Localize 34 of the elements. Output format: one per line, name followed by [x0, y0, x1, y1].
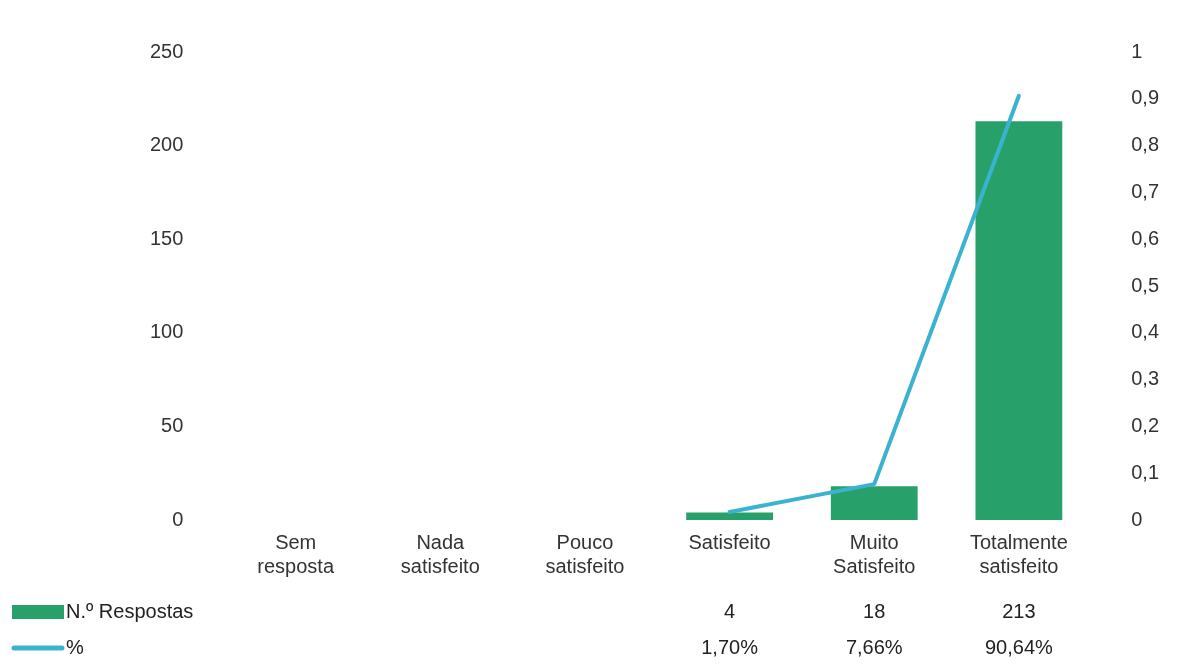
y2-tick-label: 0,5: [1131, 273, 1160, 296]
x-tick-label: Satisfeito: [688, 530, 771, 553]
y-tick-label: 250: [149, 39, 184, 62]
x-tick-label: Sem resposta: [257, 530, 335, 577]
y2-tick-label: 0,1: [1131, 460, 1160, 483]
y-tick-label: 50: [161, 413, 184, 436]
y-tick-label: 200: [149, 133, 184, 156]
y-tick-label: 100: [149, 320, 184, 343]
x-tick-label: Nada satisfeito: [400, 530, 480, 577]
y-tick-label: 0: [172, 507, 184, 530]
x-tick-label: Totalmente satisfeito: [969, 530, 1068, 577]
data-label: 7,66%: [845, 635, 903, 658]
data-label: 1,70%: [701, 635, 759, 658]
data-label: 4: [724, 599, 736, 622]
y2-tick-label: 0,2: [1131, 413, 1160, 436]
bar: [686, 512, 773, 520]
bar: [830, 486, 918, 520]
data-label: 18: [863, 599, 886, 622]
y-tick-label: 150: [149, 226, 184, 249]
x-tick-label: Muito Satisfeito: [833, 530, 916, 577]
y2-tick-label: 0,7: [1131, 179, 1160, 202]
legend-label: N.º Respostas: [66, 599, 194, 622]
legend-label: %: [66, 635, 84, 658]
data-label: 213: [1002, 599, 1036, 622]
y2-tick-label: 0,6: [1131, 226, 1160, 249]
y2-tick-label: 0,8: [1131, 133, 1160, 156]
y2-tick-label: 1: [1131, 39, 1143, 62]
y2-tick-label: 0,4: [1131, 320, 1160, 343]
bar: [975, 121, 1063, 520]
data-label: 90,64%: [984, 635, 1054, 658]
y2-tick-label: 0: [1131, 507, 1143, 530]
y2-tick-label: 0,3: [1131, 367, 1160, 390]
x-tick-label: Pouco satisfeito: [545, 530, 625, 577]
y2-tick-label: 0,9: [1131, 86, 1160, 109]
